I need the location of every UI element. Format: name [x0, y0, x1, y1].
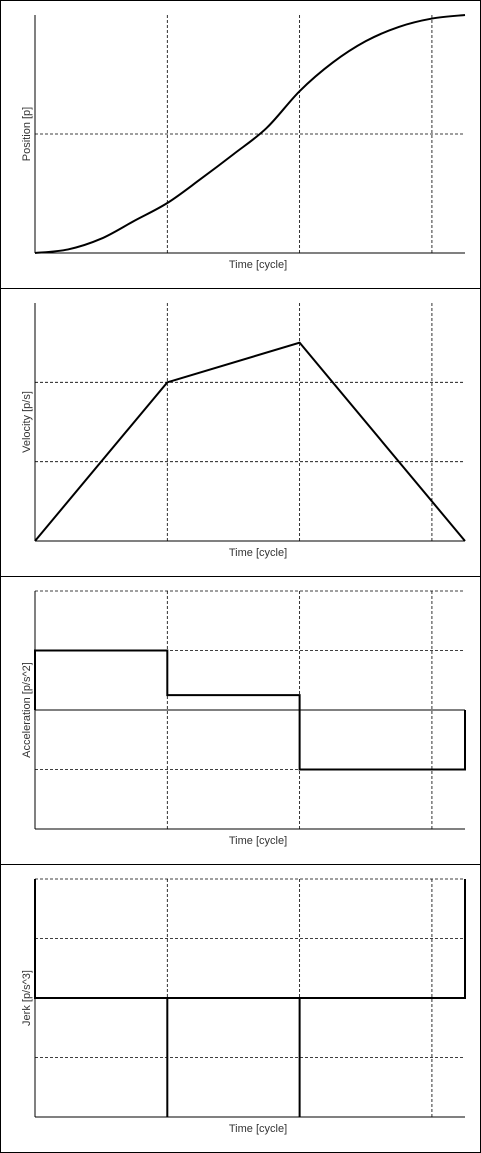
series-line — [34, 14, 466, 254]
velocity-panel: Time [cycle] Velocity [p/s] — [0, 288, 481, 577]
series-line — [34, 649, 466, 771]
velocity-chart: Time [cycle] Velocity [p/s] — [0, 288, 481, 577]
y-axis-label: Position [p] — [21, 107, 33, 161]
panel-border — [0, 0, 481, 289]
jerk-panel: Time [cycle] Jerk [p/s^3] — [0, 864, 481, 1153]
panel-border — [0, 288, 481, 577]
series-line — [34, 879, 466, 1117]
x-axis-label: Time [cycle] — [229, 1123, 287, 1135]
acceleration-chart: Time [cycle] Acceleration [p/s^2] — [0, 576, 481, 865]
x-axis-label: Time [cycle] — [229, 259, 287, 271]
y-axis-label: Acceleration [p/s^2] — [21, 662, 33, 758]
x-axis-label: Time [cycle] — [229, 547, 287, 559]
y-axis-label: Jerk [p/s^3] — [21, 970, 33, 1026]
position-chart: Time [cycle] Position [p] — [0, 0, 481, 289]
acceleration-panel: Time [cycle] Acceleration [p/s^2] — [0, 576, 481, 865]
position-panel: Time [cycle] Position [p] — [0, 0, 481, 289]
jerk-chart: Time [cycle] Jerk [p/s^3] — [0, 864, 481, 1153]
grid — [35, 15, 465, 253]
y-axis-label: Velocity [p/s] — [21, 391, 33, 453]
grid — [35, 303, 465, 541]
grid — [35, 878, 465, 1117]
panel-border — [0, 864, 481, 1153]
panel-border — [0, 576, 481, 865]
series-line — [34, 341, 466, 542]
x-axis-label: Time [cycle] — [229, 835, 287, 847]
